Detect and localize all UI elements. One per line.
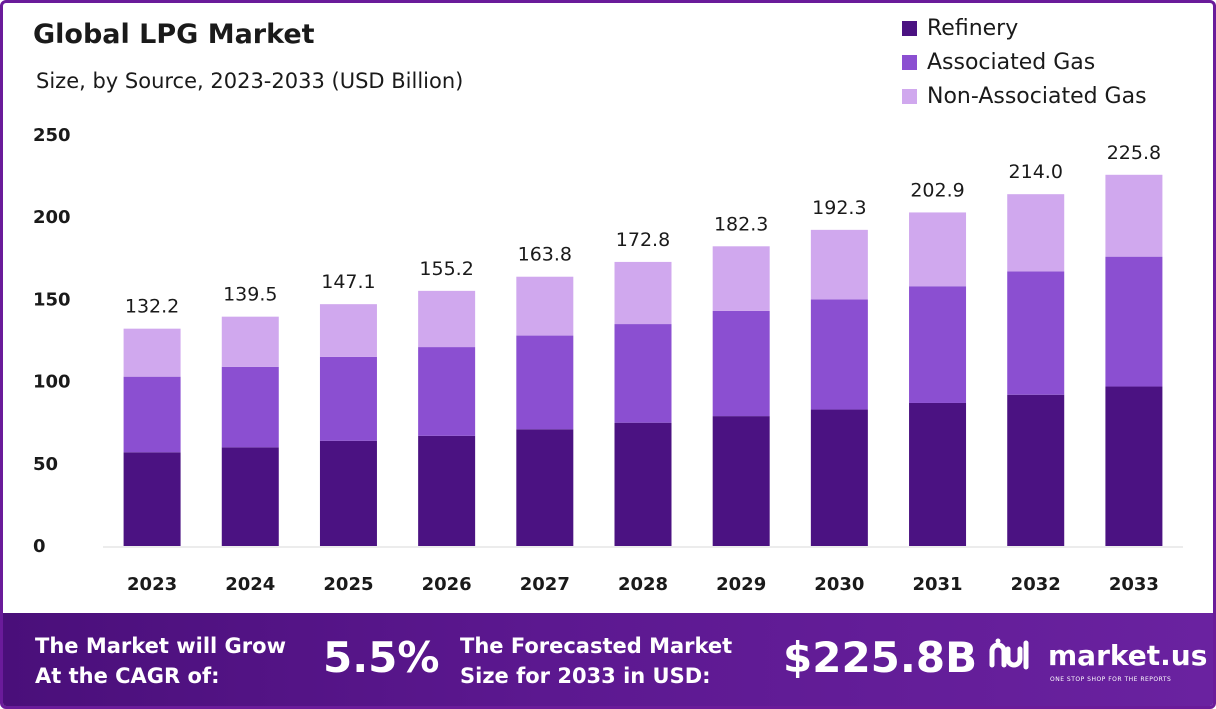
x-tick-label: 2032: [1011, 574, 1061, 595]
chart-subtitle: Size, by Source, 2023-2033 (USD Billion): [36, 69, 464, 93]
bar-total-label: 172.8: [616, 229, 670, 251]
bar-segment-non-associated-gas: [1105, 174, 1163, 257]
bar-segment-non-associated-gas: [319, 304, 377, 357]
forecast-value: $225.8B: [783, 633, 978, 682]
bar-segment-refinery: [712, 416, 770, 546]
bar-total-label: 202.9: [910, 179, 964, 201]
legend-swatch-non-associated-gas: [902, 88, 917, 104]
brand-logo: market.us: [988, 635, 1207, 675]
bar-segment-associated-gas: [123, 376, 181, 453]
bar-segment-associated-gas: [614, 324, 672, 423]
bar-segment-non-associated-gas: [516, 276, 574, 336]
bar-segment-associated-gas: [712, 310, 770, 417]
legend-item-associated-gas: Associated Gas: [902, 45, 1147, 79]
x-tick-label: 2031: [912, 574, 962, 595]
cagr-label: The Market will Grow At the CAGR of:: [35, 634, 286, 688]
bar-segment-refinery: [221, 447, 279, 546]
legend-label-refinery: Refinery: [927, 15, 1019, 41]
bar-segment-non-associated-gas: [614, 261, 672, 325]
bar-total-label: 192.3: [812, 197, 866, 219]
legend-swatch-refinery: [902, 20, 917, 36]
bar-segment-refinery: [810, 409, 868, 546]
bar-segment-non-associated-gas: [1007, 194, 1065, 272]
bar-segment-associated-gas: [221, 366, 279, 448]
legend-label-non-associated-gas: Non-Associated Gas: [927, 83, 1147, 109]
y-tick-label: 100: [33, 372, 71, 393]
y-tick-label: 50: [33, 454, 58, 475]
bar-segment-refinery: [516, 429, 574, 546]
y-tick-label: 150: [33, 289, 71, 310]
x-tick-label: 2024: [225, 574, 275, 595]
bar-segment-associated-gas: [418, 347, 476, 436]
y-tick-label: 250: [33, 125, 71, 146]
bar-segment-refinery: [909, 402, 967, 546]
bar-segment-non-associated-gas: [909, 212, 967, 287]
cagr-value: 5.5%: [323, 633, 440, 682]
bar-total-label: 132.2: [125, 296, 179, 318]
bar-segment-associated-gas: [319, 356, 377, 441]
x-tick-label: 2028: [618, 574, 668, 595]
bar-segment-associated-gas: [810, 299, 868, 410]
brand-tagline: ONE STOP SHOP FOR THE REPORTS: [1050, 676, 1172, 683]
bar-total-label: 163.8: [518, 244, 572, 266]
bar-total-label: 139.5: [223, 284, 277, 306]
bar-total-label: 182.3: [714, 213, 768, 235]
bar-segment-non-associated-gas: [712, 246, 770, 311]
y-tick-label: 200: [33, 207, 71, 228]
x-tick-label: 2029: [716, 574, 766, 595]
bar-segment-associated-gas: [1105, 256, 1163, 387]
chart-title: Global LPG Market: [33, 19, 315, 50]
summary-banner: The Market will Grow At the CAGR of: 5.5…: [3, 613, 1213, 706]
brand-name: market.us: [1048, 638, 1208, 672]
bar-segment-non-associated-gas: [418, 290, 476, 348]
stacked-bar-chart: 0 50 100 150 200 250 132.2 2023 139.5 2024 147.1 20…: [33, 125, 1183, 595]
bar-segment-refinery: [319, 440, 377, 546]
bar-segment-non-associated-gas: [810, 229, 868, 300]
bar-total-label: 155.2: [419, 258, 473, 280]
legend-label-associated-gas: Associated Gas: [927, 49, 1096, 75]
bar-segment-associated-gas: [516, 335, 574, 430]
bar-segment-associated-gas: [1007, 271, 1065, 395]
bar-segment-refinery: [614, 422, 672, 546]
x-tick-label: 2025: [323, 574, 373, 595]
x-tick-label: 2030: [814, 574, 864, 595]
y-tick-label: 0: [33, 536, 46, 557]
forecast-label: The Forecasted Market Size for 2033 in U…: [460, 634, 733, 688]
legend: Refinery Associated Gas Non-Associated G…: [902, 11, 1147, 113]
bar-total-label: 225.8: [1107, 142, 1161, 164]
legend-swatch-associated-gas: [902, 54, 917, 70]
bar-segment-associated-gas: [909, 286, 967, 403]
bar-segment-refinery: [1007, 394, 1065, 546]
bar-total-label: 214.0: [1009, 161, 1063, 183]
bar-segment-refinery: [123, 452, 181, 546]
x-tick-label: 2023: [127, 574, 177, 595]
x-tick-label: 2033: [1109, 574, 1159, 595]
legend-item-refinery: Refinery: [902, 11, 1147, 45]
x-tick-label: 2027: [520, 574, 570, 595]
bar-segment-non-associated-gas: [221, 316, 279, 367]
bar-total-label: 147.1: [321, 271, 375, 293]
bar-segment-refinery: [1105, 386, 1163, 546]
bar-segment-non-associated-gas: [123, 328, 181, 377]
legend-item-non-associated-gas: Non-Associated Gas: [902, 79, 1147, 113]
x-tick-label: 2026: [422, 574, 472, 595]
market-us-logo-icon: [989, 638, 1029, 670]
bar-segment-refinery: [418, 435, 476, 546]
